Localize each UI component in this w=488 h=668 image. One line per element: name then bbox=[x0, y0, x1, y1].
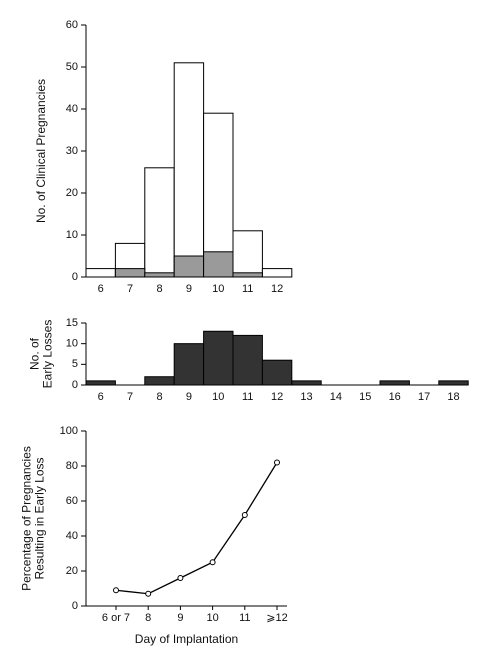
marker bbox=[177, 575, 184, 581]
x-tick-label: 11 bbox=[239, 612, 250, 624]
x-tick-label: 14 bbox=[330, 391, 342, 403]
bar bbox=[85, 268, 116, 278]
x-tick-label: 9 bbox=[186, 391, 192, 403]
y-axis-label: No. of bbox=[28, 337, 42, 370]
x-tick-label: 11 bbox=[242, 391, 253, 403]
x-tick-label: 9 bbox=[177, 612, 183, 624]
marker bbox=[209, 559, 216, 566]
x-tick-label: 6 or 7 bbox=[102, 612, 130, 624]
y-tick-label: 15 bbox=[66, 317, 78, 329]
bar bbox=[114, 268, 146, 278]
marker bbox=[274, 459, 280, 466]
y-axis-label: Percentage of Pregnancies bbox=[20, 446, 34, 591]
bar bbox=[438, 380, 469, 386]
y-tick-label: 60 bbox=[66, 495, 78, 507]
bar bbox=[173, 343, 205, 386]
x-tick-label: 10 bbox=[206, 612, 218, 624]
bar bbox=[379, 380, 410, 386]
bar bbox=[203, 251, 234, 278]
x-tick-label: 8 bbox=[156, 391, 162, 403]
x-tick-label: 18 bbox=[447, 391, 459, 403]
x-tick-label: 16 bbox=[389, 391, 401, 403]
x-tick-label: 12 bbox=[271, 391, 283, 403]
bar bbox=[232, 272, 263, 278]
y-tick-label: 0 bbox=[72, 271, 78, 283]
x-axis-label: Day of Implantation bbox=[135, 632, 238, 646]
y-tick-label: 80 bbox=[66, 460, 78, 472]
y-axis-label: No. of Clinical Pregnancies bbox=[34, 79, 48, 223]
y-tick-label: 30 bbox=[66, 145, 78, 157]
bar bbox=[144, 167, 175, 278]
bar bbox=[232, 230, 263, 278]
y-tick-label: 40 bbox=[66, 530, 78, 542]
x-tick-label: 8 bbox=[156, 283, 162, 295]
bar bbox=[173, 62, 205, 278]
y-tick-label: 10 bbox=[66, 338, 78, 350]
marker bbox=[145, 590, 152, 597]
x-tick-label: 10 bbox=[212, 391, 224, 403]
x-tick-label: 15 bbox=[359, 391, 371, 403]
y-tick-label: 10 bbox=[66, 229, 78, 241]
line bbox=[115, 462, 278, 595]
bar bbox=[291, 380, 322, 386]
x-tick-label: 12 bbox=[271, 283, 283, 295]
x-tick-label: 17 bbox=[418, 391, 430, 403]
bar bbox=[203, 330, 234, 386]
x-tick-label: 8 bbox=[145, 612, 151, 624]
y-tick-label: 20 bbox=[66, 565, 78, 577]
x-tick-label: 6 bbox=[98, 283, 104, 295]
y-axis-label: Early Losses bbox=[41, 320, 55, 389]
y-axis-label: Resulting in Early Loss bbox=[33, 457, 47, 579]
y-tick-label: 20 bbox=[66, 187, 78, 199]
bar bbox=[85, 380, 116, 386]
x-tick-label: 7 bbox=[127, 283, 133, 295]
y-tick-label: 100 bbox=[60, 425, 78, 437]
y-tick-label: 0 bbox=[72, 379, 78, 391]
bar bbox=[144, 376, 175, 386]
y-tick-label: 40 bbox=[66, 103, 78, 115]
marker bbox=[241, 512, 248, 518]
x-tick-label: 13 bbox=[300, 391, 312, 403]
bar bbox=[261, 359, 293, 386]
x-tick-label: 7 bbox=[127, 391, 133, 403]
y-tick-label: 0 bbox=[72, 600, 78, 612]
marker bbox=[113, 587, 119, 594]
bar bbox=[173, 255, 205, 278]
y-tick-label: 60 bbox=[66, 19, 78, 31]
bar bbox=[232, 334, 263, 386]
x-tick-label: ⩾12 bbox=[266, 612, 287, 624]
x-tick-label: 6 bbox=[98, 391, 104, 403]
bar bbox=[261, 268, 293, 278]
y-tick-label: 5 bbox=[72, 358, 78, 370]
bar bbox=[203, 112, 234, 278]
y-tick-label: 50 bbox=[66, 61, 78, 73]
x-tick-label: 10 bbox=[212, 283, 224, 295]
x-tick-label: 9 bbox=[186, 283, 192, 295]
x-tick-label: 11 bbox=[242, 283, 253, 295]
bar bbox=[144, 272, 175, 278]
